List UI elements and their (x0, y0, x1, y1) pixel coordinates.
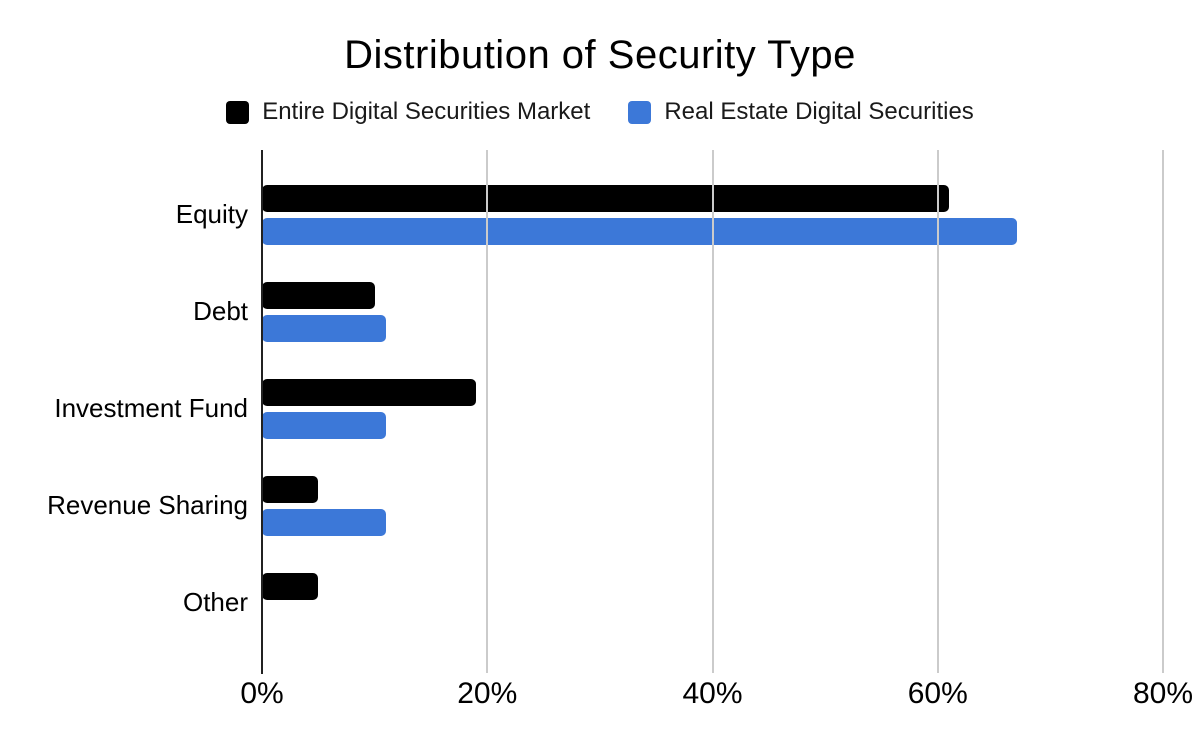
bar-series-1 (262, 281, 375, 309)
bar-series-1 (262, 378, 476, 406)
value-axis-tick-label: 0% (240, 677, 284, 710)
value-axis-tick-label: 60% (907, 677, 968, 710)
value-axis-labels: 0% 20% 40% 60% 80% (240, 677, 1193, 717)
category-label: Debt (193, 296, 248, 326)
bar-group (262, 166, 1163, 263)
bar-group (262, 457, 1163, 554)
bar-series-2 (262, 314, 386, 342)
chart-legend: Entire Digital Securities Market Real Est… (0, 98, 1200, 126)
gridline (936, 150, 939, 673)
value-axis-line (261, 150, 263, 674)
bar-series-1 (262, 184, 949, 212)
category-label: Investment Fund (54, 393, 248, 423)
bar-group (262, 360, 1163, 457)
gridline (1162, 150, 1164, 673)
bar-series-2 (262, 217, 1017, 245)
value-axis-tick-label: 40% (682, 677, 743, 710)
bar-series-1 (262, 475, 319, 503)
bar-series-1 (262, 572, 319, 600)
value-axis-tick-label: 20% (457, 677, 518, 710)
category-label: Revenue Sharing (47, 490, 248, 520)
category-axis-labels: Equity Debt Investment Fund Revenue Sharing… (0, 166, 248, 651)
category-label: Equity (175, 199, 248, 229)
bar-series-2 (262, 508, 386, 536)
legend-swatch-icon (226, 100, 250, 124)
value-axis-tick-label: 80% (1132, 677, 1194, 710)
legend-label: Entire Digital Securities Market (262, 98, 591, 125)
legend-item: Real Estate Digital Securities (628, 98, 974, 126)
bar-series-2 (262, 411, 386, 439)
legend-item: Entire Digital Securities Market (226, 98, 590, 126)
bar-group (262, 263, 1163, 360)
plot-area (261, 150, 1164, 674)
gridline (711, 150, 714, 673)
gridline (486, 150, 489, 673)
bar-group (262, 554, 1163, 651)
category-label: Other (182, 587, 248, 617)
bar-rows (262, 166, 1163, 651)
legend-swatch-icon (628, 100, 652, 124)
chart-title: Distribution of Security Type (344, 33, 856, 77)
legend-label: Real Estate Digital Securities (664, 98, 974, 125)
